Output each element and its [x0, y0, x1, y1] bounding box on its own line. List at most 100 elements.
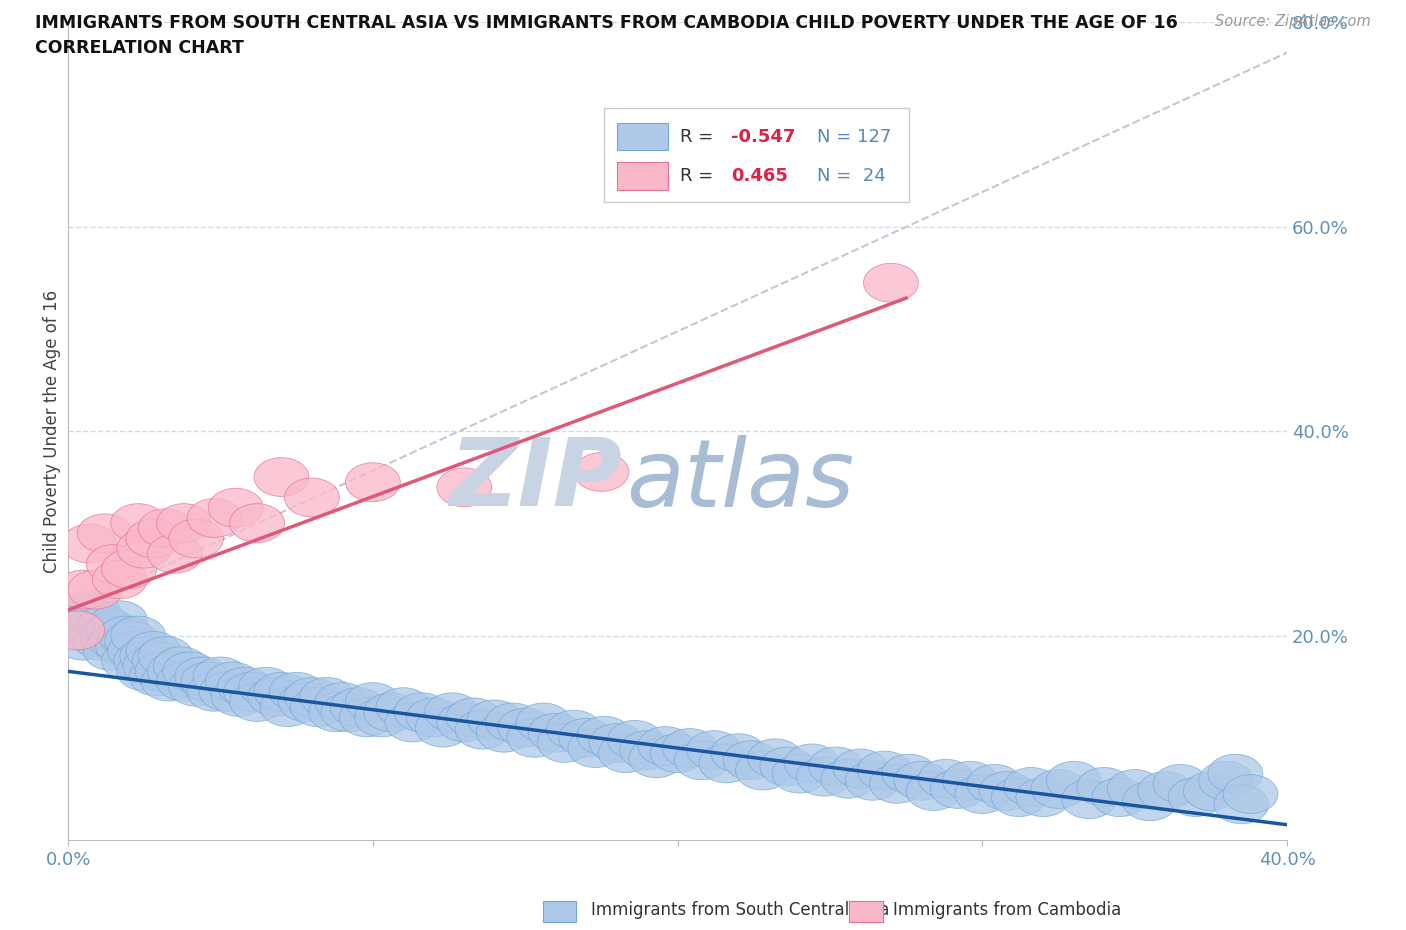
Ellipse shape: [86, 545, 141, 583]
Ellipse shape: [607, 721, 662, 759]
Ellipse shape: [1168, 777, 1223, 817]
Ellipse shape: [638, 726, 693, 765]
Text: CORRELATION CHART: CORRELATION CHART: [35, 39, 245, 57]
Ellipse shape: [931, 769, 986, 808]
Ellipse shape: [138, 509, 193, 548]
Ellipse shape: [620, 731, 675, 769]
Ellipse shape: [80, 617, 135, 655]
Ellipse shape: [686, 731, 741, 769]
Ellipse shape: [1184, 772, 1239, 810]
Ellipse shape: [858, 751, 912, 790]
Ellipse shape: [169, 519, 224, 558]
Ellipse shape: [863, 263, 918, 302]
Ellipse shape: [284, 677, 339, 716]
Ellipse shape: [456, 711, 510, 749]
Ellipse shape: [156, 504, 211, 542]
Ellipse shape: [141, 662, 195, 701]
Ellipse shape: [93, 601, 148, 640]
Ellipse shape: [894, 762, 949, 800]
Ellipse shape: [278, 683, 333, 722]
Y-axis label: Child Poverty Under the Age of 16: Child Poverty Under the Age of 16: [44, 289, 60, 573]
Ellipse shape: [446, 698, 501, 737]
Ellipse shape: [156, 662, 211, 701]
Ellipse shape: [67, 570, 122, 609]
Ellipse shape: [1122, 782, 1177, 820]
Ellipse shape: [406, 698, 461, 737]
Ellipse shape: [477, 713, 531, 752]
Ellipse shape: [229, 504, 284, 542]
Ellipse shape: [208, 488, 263, 527]
Ellipse shape: [748, 738, 803, 777]
Ellipse shape: [735, 751, 790, 790]
Ellipse shape: [821, 759, 876, 798]
Ellipse shape: [1077, 767, 1132, 806]
Ellipse shape: [1108, 769, 1163, 808]
Ellipse shape: [832, 749, 887, 788]
Text: ZIP: ZIP: [450, 434, 623, 526]
Ellipse shape: [62, 606, 117, 644]
Ellipse shape: [437, 703, 492, 742]
Ellipse shape: [955, 775, 1010, 814]
Ellipse shape: [529, 713, 583, 752]
Ellipse shape: [254, 672, 309, 711]
Ellipse shape: [148, 535, 202, 573]
Ellipse shape: [375, 687, 430, 726]
Ellipse shape: [181, 662, 236, 701]
Text: R =: R =: [681, 166, 724, 185]
Ellipse shape: [485, 703, 540, 742]
Ellipse shape: [568, 728, 623, 767]
Ellipse shape: [845, 762, 900, 800]
Ellipse shape: [918, 759, 973, 798]
Ellipse shape: [1137, 772, 1192, 810]
Ellipse shape: [416, 708, 471, 747]
Text: N =  24: N = 24: [817, 166, 886, 185]
Text: IMMIGRANTS FROM SOUTH CENTRAL ASIA VS IMMIGRANTS FROM CAMBODIA CHILD POVERTY UND: IMMIGRANTS FROM SOUTH CENTRAL ASIA VS IM…: [35, 14, 1178, 32]
Ellipse shape: [339, 698, 394, 737]
Ellipse shape: [967, 764, 1022, 804]
Ellipse shape: [882, 754, 936, 793]
Ellipse shape: [796, 757, 851, 796]
Ellipse shape: [101, 550, 156, 589]
Ellipse shape: [229, 683, 284, 722]
Ellipse shape: [1017, 777, 1071, 817]
Ellipse shape: [163, 652, 218, 691]
Ellipse shape: [101, 642, 156, 681]
Ellipse shape: [260, 687, 315, 726]
Ellipse shape: [169, 667, 224, 706]
Ellipse shape: [187, 498, 242, 538]
Ellipse shape: [558, 718, 613, 757]
Ellipse shape: [772, 754, 827, 793]
Ellipse shape: [537, 724, 592, 763]
Ellipse shape: [114, 642, 169, 681]
Ellipse shape: [90, 621, 145, 660]
Ellipse shape: [77, 514, 132, 552]
Ellipse shape: [205, 662, 260, 701]
Ellipse shape: [187, 672, 242, 711]
Ellipse shape: [117, 652, 172, 691]
Ellipse shape: [346, 463, 401, 501]
Ellipse shape: [108, 631, 163, 671]
Ellipse shape: [628, 738, 683, 777]
Ellipse shape: [224, 672, 278, 711]
Ellipse shape: [218, 667, 273, 706]
Ellipse shape: [132, 642, 187, 681]
Ellipse shape: [547, 711, 602, 749]
Ellipse shape: [759, 747, 814, 786]
Ellipse shape: [1092, 777, 1147, 817]
Ellipse shape: [574, 453, 628, 491]
Ellipse shape: [1062, 779, 1116, 818]
Text: -0.547: -0.547: [731, 127, 796, 145]
Ellipse shape: [980, 772, 1035, 810]
Ellipse shape: [59, 596, 114, 634]
Ellipse shape: [508, 718, 562, 757]
Ellipse shape: [299, 677, 354, 716]
Ellipse shape: [254, 458, 309, 497]
Ellipse shape: [75, 621, 129, 660]
Ellipse shape: [67, 617, 122, 655]
Ellipse shape: [1199, 762, 1254, 800]
Ellipse shape: [662, 728, 717, 767]
Text: atlas: atlas: [627, 434, 855, 525]
Ellipse shape: [589, 724, 644, 763]
Ellipse shape: [53, 601, 108, 640]
Ellipse shape: [364, 693, 419, 732]
